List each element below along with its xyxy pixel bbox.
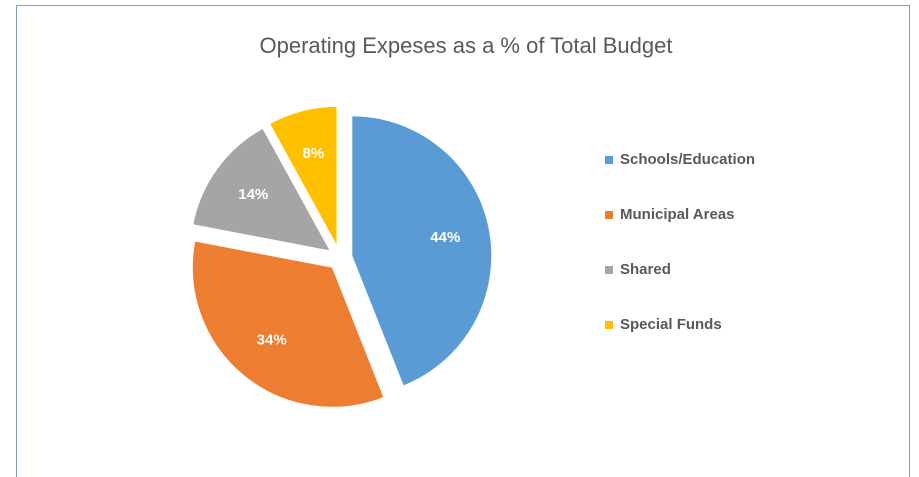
data-label: 34% (257, 332, 287, 349)
legend-swatch (605, 266, 613, 274)
pie-slice (268, 105, 338, 247)
legend-label: Shared (620, 261, 671, 278)
data-label: 14% (238, 186, 268, 203)
legend-swatch (605, 321, 613, 329)
pie-slice (191, 240, 385, 408)
pie-slice (192, 127, 332, 252)
data-label: 44% (430, 229, 460, 246)
legend: Schools/Education Municipal Areas Shared Sp… (605, 151, 755, 333)
legend-swatch (605, 211, 613, 219)
legend-label: Schools/Education (620, 151, 755, 168)
chart-title: Operating Expeses as a % of Total Budget (260, 33, 673, 58)
legend-label: Municipal Areas (620, 206, 734, 223)
pie: 44% 34% 14% 8% (191, 105, 493, 408)
pie-slice (351, 115, 493, 387)
legend-swatch (605, 156, 613, 164)
legend-label: Special Funds (620, 316, 722, 333)
data-label: 8% (302, 145, 324, 162)
